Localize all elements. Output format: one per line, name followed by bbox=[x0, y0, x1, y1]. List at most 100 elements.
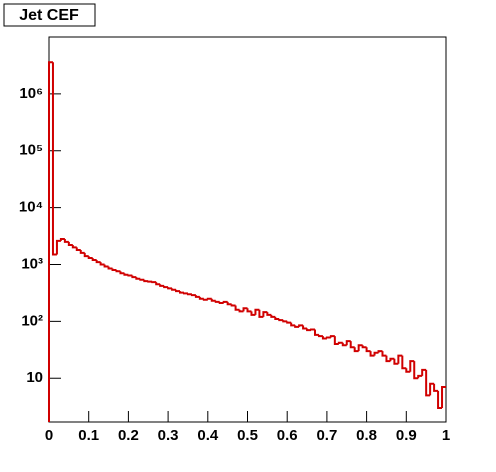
histogram-bin bbox=[63, 239, 69, 243]
histogram-bin bbox=[186, 293, 192, 296]
histogram-bin bbox=[413, 361, 419, 380]
plot-frame bbox=[48, 36, 447, 423]
histogram-bin bbox=[242, 307, 248, 312]
histogram-bin bbox=[159, 284, 165, 287]
histogram-bin bbox=[321, 336, 327, 340]
histogram-bin bbox=[155, 282, 161, 286]
y-tick-label: 10 bbox=[26, 369, 43, 386]
histogram-bin bbox=[59, 238, 65, 241]
histogram-bin bbox=[294, 325, 300, 328]
x-tick-label: 0.8 bbox=[356, 427, 377, 444]
histogram-bin bbox=[51, 62, 57, 256]
histogram-bin bbox=[401, 355, 407, 370]
histogram-bin bbox=[131, 275, 137, 279]
x-tick-label: 0.1 bbox=[78, 427, 99, 444]
histogram-bin bbox=[194, 295, 200, 298]
histogram-bin bbox=[429, 382, 435, 396]
histogram-bin bbox=[206, 297, 212, 300]
x-tick-label: 0.6 bbox=[277, 427, 298, 444]
histogram-bin bbox=[254, 308, 260, 315]
chart-title: Jet CEF bbox=[19, 7, 79, 24]
histogram-bin bbox=[103, 264, 109, 268]
histogram-bin bbox=[226, 301, 232, 306]
histogram-bin bbox=[238, 309, 244, 313]
histogram-bin bbox=[67, 241, 73, 247]
histogram-bin bbox=[167, 287, 173, 290]
histogram-bin bbox=[202, 298, 208, 301]
histogram-bin bbox=[313, 329, 319, 336]
histogram-bin bbox=[393, 358, 399, 365]
histogram-bin bbox=[365, 347, 371, 353]
histogram-bin bbox=[250, 311, 256, 316]
histogram-bin bbox=[270, 314, 276, 318]
histogram-bin bbox=[389, 357, 395, 362]
histogram-bin bbox=[107, 266, 113, 270]
histogram-bin bbox=[230, 304, 236, 307]
histogram-bin bbox=[91, 258, 97, 261]
histogram-bin bbox=[198, 296, 204, 300]
histogram-bin bbox=[290, 322, 296, 327]
histogram-bin bbox=[437, 390, 443, 409]
histogram-bin bbox=[214, 300, 220, 303]
histogram-bin bbox=[135, 277, 141, 280]
histogram-bin bbox=[182, 292, 188, 295]
histogram-bin bbox=[87, 256, 93, 260]
x-tick-label: 0.4 bbox=[197, 427, 219, 444]
x-tick-label: 0.2 bbox=[118, 427, 139, 444]
histogram-bin bbox=[345, 340, 351, 346]
x-tick-label: 0 bbox=[45, 427, 53, 444]
histogram-bin bbox=[337, 341, 343, 344]
x-tick-label: 0.9 bbox=[396, 427, 417, 444]
x-tick-label: 0.7 bbox=[316, 427, 337, 444]
histogram-bin bbox=[433, 383, 439, 392]
x-tick-label: 0.3 bbox=[158, 427, 179, 444]
histogram-bin bbox=[123, 273, 129, 276]
histogram-bin bbox=[349, 341, 355, 349]
histogram-bin bbox=[317, 334, 323, 338]
histogram-bin bbox=[441, 386, 446, 408]
histogram-bin bbox=[417, 374, 423, 379]
histogram-bin bbox=[210, 298, 216, 302]
histogram-bin bbox=[258, 309, 264, 318]
histogram-bin bbox=[302, 325, 308, 330]
histogram-bin bbox=[111, 268, 117, 272]
histogram-bin bbox=[278, 319, 284, 322]
histogram-bin bbox=[175, 289, 181, 293]
histogram-bin bbox=[99, 262, 105, 266]
histogram-bin bbox=[48, 61, 53, 422]
histogram-bin bbox=[373, 351, 379, 356]
histogram-bin bbox=[353, 347, 359, 353]
histogram-bin bbox=[361, 345, 367, 349]
y-tick-label: 10⁵ bbox=[19, 142, 43, 159]
histogram-bin bbox=[79, 249, 85, 254]
histogram-bin bbox=[310, 328, 315, 331]
histogram-bin bbox=[325, 336, 331, 339]
histogram-bin bbox=[163, 285, 169, 289]
histogram-bin bbox=[262, 311, 268, 317]
histogram-bin bbox=[306, 328, 312, 332]
histogram-bin bbox=[282, 320, 288, 323]
histogram-bin bbox=[377, 350, 383, 353]
histogram-bin bbox=[274, 316, 280, 321]
histogram-bin bbox=[266, 312, 272, 316]
histogram-bin bbox=[369, 351, 375, 357]
y-tick-label: 10⁴ bbox=[19, 199, 43, 216]
histogram-bin bbox=[55, 239, 61, 255]
histogram-bin bbox=[119, 271, 125, 275]
histogram-bin bbox=[425, 369, 431, 397]
y-tick-label: 10² bbox=[21, 312, 43, 329]
histogram-bin bbox=[171, 288, 177, 291]
histogram-bin bbox=[298, 324, 304, 327]
histogram-bin bbox=[397, 354, 403, 364]
histogram-bin bbox=[71, 245, 77, 249]
histogram-bin bbox=[222, 300, 228, 304]
histogram-bin bbox=[421, 368, 427, 376]
histogram-bin bbox=[333, 336, 339, 345]
histogram-bin bbox=[139, 278, 145, 281]
histogram-bin bbox=[115, 270, 121, 273]
histogram-bin bbox=[83, 252, 89, 258]
y-tick-label: 10³ bbox=[21, 255, 43, 272]
histogram-bin bbox=[341, 342, 347, 347]
histogram-bin bbox=[329, 335, 335, 338]
